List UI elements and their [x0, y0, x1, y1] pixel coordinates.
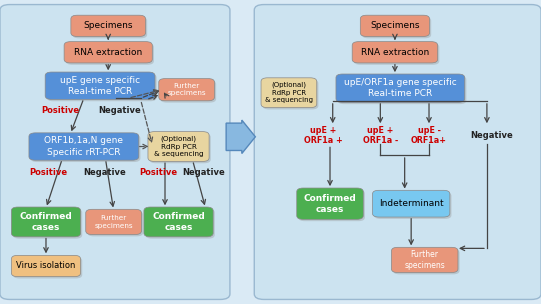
- FancyBboxPatch shape: [13, 257, 82, 278]
- Text: Positive: Positive: [140, 168, 177, 177]
- Text: Positive: Positive: [42, 105, 80, 115]
- Text: Specimens: Specimens: [370, 21, 420, 30]
- FancyBboxPatch shape: [72, 17, 147, 38]
- FancyBboxPatch shape: [352, 42, 438, 63]
- FancyBboxPatch shape: [261, 78, 316, 108]
- Text: RNA extraction: RNA extraction: [74, 48, 142, 57]
- Text: upE gene specific
Real-time PCR: upE gene specific Real-time PCR: [60, 76, 140, 96]
- FancyBboxPatch shape: [159, 78, 214, 101]
- FancyBboxPatch shape: [45, 72, 155, 99]
- Text: Indeterminant: Indeterminant: [379, 199, 444, 208]
- FancyBboxPatch shape: [336, 74, 465, 102]
- FancyBboxPatch shape: [360, 15, 430, 36]
- Text: Confirmed
cases: Confirmed cases: [19, 212, 72, 232]
- Text: Further
specimens: Further specimens: [404, 250, 445, 270]
- FancyBboxPatch shape: [11, 255, 81, 277]
- Text: (Optional)
RdRp PCR
& sequencing: (Optional) RdRp PCR & sequencing: [265, 82, 313, 103]
- FancyBboxPatch shape: [85, 209, 141, 235]
- Text: Specimens: Specimens: [83, 21, 133, 30]
- FancyBboxPatch shape: [0, 5, 230, 299]
- FancyBboxPatch shape: [374, 192, 451, 219]
- Text: upE +
ORF1a +: upE + ORF1a +: [304, 126, 342, 145]
- Text: Positive: Positive: [30, 168, 68, 177]
- FancyBboxPatch shape: [87, 211, 143, 237]
- FancyBboxPatch shape: [146, 209, 215, 239]
- FancyBboxPatch shape: [148, 132, 209, 161]
- Text: Negative: Negative: [470, 131, 513, 140]
- Text: (Optional)
RdRp PCR
& sequencing: (Optional) RdRp PCR & sequencing: [154, 136, 203, 157]
- FancyBboxPatch shape: [11, 207, 81, 237]
- FancyBboxPatch shape: [64, 42, 153, 63]
- Text: upE -
ORF1a+: upE - ORF1a+: [411, 126, 447, 145]
- FancyBboxPatch shape: [393, 249, 460, 275]
- Text: Negative: Negative: [98, 105, 142, 115]
- FancyBboxPatch shape: [160, 80, 216, 103]
- Text: Confirmed
cases: Confirmed cases: [304, 194, 357, 214]
- FancyBboxPatch shape: [47, 74, 157, 101]
- FancyBboxPatch shape: [144, 207, 213, 237]
- FancyBboxPatch shape: [30, 135, 141, 162]
- FancyBboxPatch shape: [338, 76, 466, 104]
- FancyBboxPatch shape: [13, 209, 82, 239]
- Text: Negative: Negative: [182, 168, 225, 177]
- FancyBboxPatch shape: [29, 133, 138, 160]
- FancyBboxPatch shape: [254, 5, 541, 299]
- FancyBboxPatch shape: [296, 188, 364, 219]
- FancyBboxPatch shape: [372, 190, 450, 217]
- FancyBboxPatch shape: [149, 133, 211, 163]
- Text: Virus isolation: Virus isolation: [16, 261, 76, 271]
- Text: Further
specimens: Further specimens: [167, 83, 206, 96]
- Text: Confirmed
cases: Confirmed cases: [152, 212, 205, 232]
- Text: ORF1b,1a,N gene
Specific rRT-PCR: ORF1b,1a,N gene Specific rRT-PCR: [44, 136, 123, 157]
- Text: Negative: Negative: [83, 168, 126, 177]
- FancyBboxPatch shape: [392, 247, 458, 273]
- Text: Further
specimens: Further specimens: [94, 215, 133, 229]
- Text: upE +
ORF1a -: upE + ORF1a -: [362, 126, 398, 145]
- FancyBboxPatch shape: [66, 43, 154, 65]
- Text: upE/ORF1a gene specific
Real-time PCR: upE/ORF1a gene specific Real-time PCR: [344, 78, 457, 98]
- FancyBboxPatch shape: [299, 190, 365, 221]
- FancyBboxPatch shape: [362, 17, 431, 38]
- Polygon shape: [226, 120, 255, 154]
- FancyBboxPatch shape: [354, 43, 439, 65]
- Text: RNA extraction: RNA extraction: [361, 48, 429, 57]
- FancyBboxPatch shape: [71, 15, 146, 36]
- FancyBboxPatch shape: [263, 80, 318, 109]
